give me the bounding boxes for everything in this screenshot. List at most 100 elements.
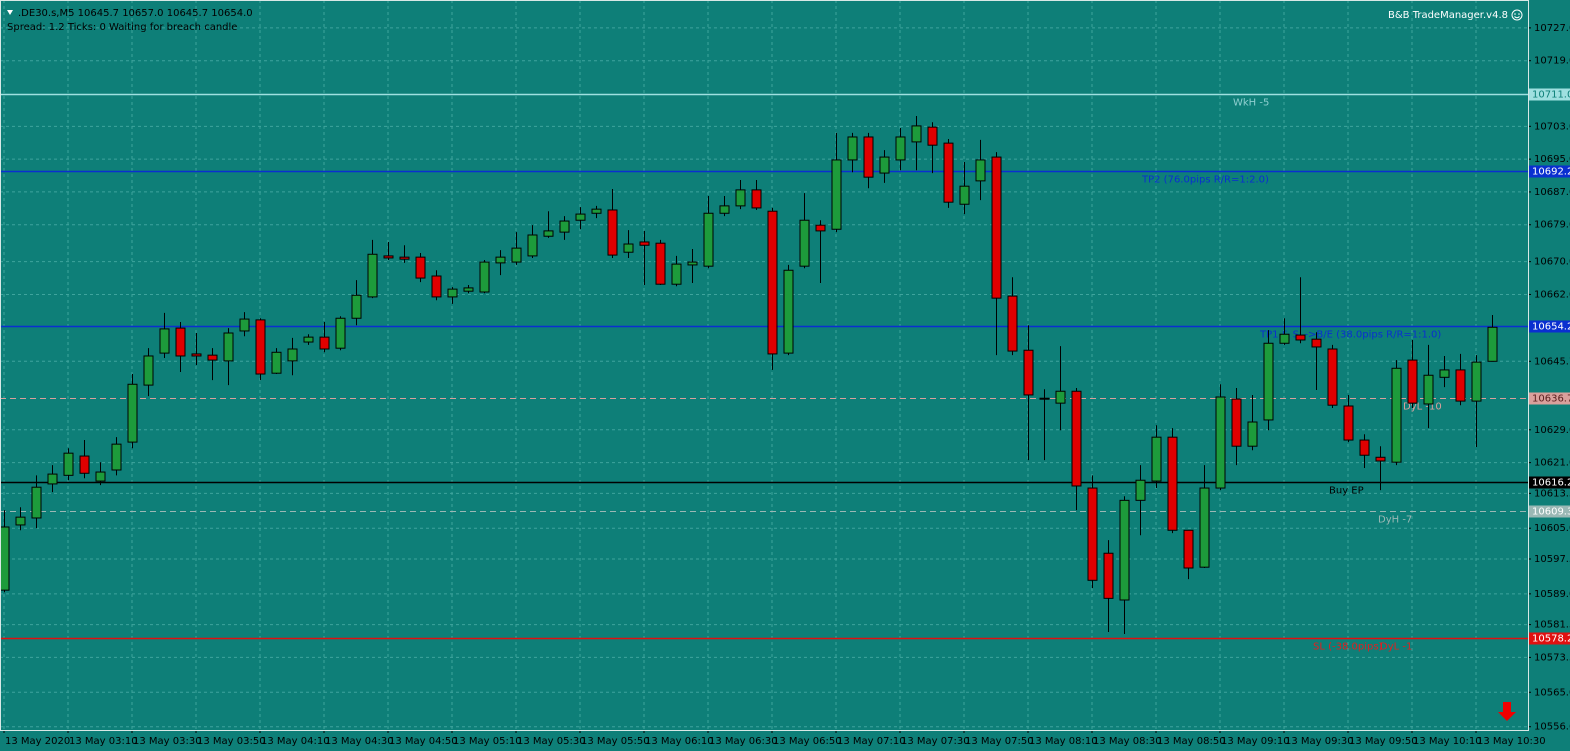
- grid: [0, 0, 1528, 730]
- candle-body: [943, 142, 954, 203]
- price-tag: [1529, 320, 1570, 333]
- candle-body: [1279, 333, 1290, 344]
- candle-body: [1231, 398, 1242, 447]
- candle-body: [495, 256, 506, 264]
- candle-body: [239, 318, 250, 332]
- x-tick-label: 13 May 06:50: [773, 736, 842, 747]
- x-tick-label: 13 May 06:30: [709, 736, 778, 747]
- x-tick-label: 13 May 07:10: [837, 736, 906, 747]
- candle-body: [767, 210, 778, 355]
- price-tag: [1529, 165, 1570, 178]
- candle-body: [1439, 369, 1450, 378]
- candle-body: [575, 213, 586, 221]
- indicator-name: B&B TradeManager.v4.8: [1388, 10, 1508, 21]
- candle-body: [383, 255, 394, 259]
- dropdown-arrow[interactable]: [7, 10, 13, 15]
- y-tick-label: 10621.0: [1534, 458, 1570, 469]
- x-tick-label: 13 May 10:10: [1413, 736, 1482, 747]
- candle-body: [991, 156, 1002, 299]
- y-tick-label: 10679.0: [1534, 220, 1570, 231]
- candle-body: [1151, 436, 1162, 482]
- x-tick-label: 13 May 09:30: [1285, 736, 1354, 747]
- x-tick-label: 13 May 08:30: [1093, 736, 1162, 747]
- candle-body: [1487, 326, 1498, 362]
- candle-body: [1215, 396, 1226, 489]
- candle-body: [1135, 479, 1146, 501]
- candle-body: [223, 332, 234, 362]
- x-tick-label: 13 May 06:10: [645, 736, 714, 747]
- candle-body: [159, 328, 170, 354]
- candle-body: [975, 159, 986, 182]
- candle-body: [15, 516, 26, 526]
- candle-body: [751, 189, 762, 209]
- x-tick-label: 13 May 08:50: [1157, 736, 1226, 747]
- candle-body: [1055, 390, 1066, 404]
- candle-body: [799, 219, 810, 267]
- candle-body: [127, 383, 138, 443]
- candle-body: [959, 185, 970, 205]
- candle-body: [623, 243, 634, 253]
- x-tick-label: 13 May 09:10: [1221, 736, 1290, 747]
- candle-body: [399, 256, 410, 260]
- candle-body: [1247, 421, 1258, 447]
- candle-body: [287, 348, 298, 362]
- candle-body: [607, 209, 618, 256]
- y-tick-label: 10670.0: [1534, 257, 1570, 268]
- price-tag: [1529, 476, 1570, 489]
- candle-body: [0, 526, 10, 591]
- y-tick-label: 10695.0: [1534, 154, 1570, 165]
- candle-body: [1263, 342, 1274, 421]
- x-tick-label: 13 May 2020: [5, 736, 70, 747]
- candle-body: [927, 126, 938, 146]
- y-tick-label: 10605.0: [1534, 523, 1570, 534]
- x-tick-label: 13 May 08:10: [1029, 736, 1098, 747]
- candle-body: [591, 208, 602, 214]
- price-tag: [1529, 392, 1570, 405]
- x-tick-label: 13 May 10:30: [1477, 736, 1546, 747]
- candle-body: [143, 355, 154, 386]
- level-label: TP1 & SL->B/E (38.0pips R/R=1:1.0): [1259, 330, 1441, 341]
- candle-body: [895, 136, 906, 161]
- level-label: SL (-38.0pips): [1313, 642, 1383, 653]
- level-label: DyL -10: [1403, 402, 1442, 413]
- candle-body: [511, 247, 522, 263]
- y-tick-label: 10581.5: [1534, 620, 1570, 631]
- plot-border: [0, 0, 1529, 731]
- candle-body: [783, 269, 794, 354]
- candle-body: [831, 159, 842, 230]
- price-tag-label: 10636.7: [1532, 394, 1570, 405]
- candle-body: [31, 486, 42, 519]
- candle-body: [1103, 552, 1114, 599]
- candle-body: [111, 443, 122, 471]
- price-tag-label: 10711.0: [1532, 90, 1570, 101]
- price-tag-label: 10616.2: [1532, 478, 1570, 489]
- candle-body: [687, 261, 698, 266]
- price-tag: [1529, 88, 1570, 101]
- y-tick-label: 10556.6: [1534, 722, 1570, 733]
- candle-body: [735, 189, 746, 207]
- candle-body: [1071, 390, 1082, 487]
- candle-body: [1471, 361, 1482, 402]
- candle-body: [1199, 487, 1210, 568]
- candle-body: [879, 156, 890, 174]
- candle-body: [271, 351, 282, 374]
- level-label: DyL -1: [1380, 642, 1412, 653]
- candle-body: [1167, 436, 1178, 531]
- candle-body: [719, 205, 730, 214]
- level-label: DyH -7: [1378, 515, 1412, 526]
- level-label: TP2 (76.0pips R/R=1:2.0): [1141, 175, 1269, 186]
- candle-body: [1359, 439, 1370, 456]
- candle-body: [1343, 405, 1354, 441]
- candle-body: [1423, 374, 1434, 405]
- candle-body: [1391, 367, 1402, 463]
- candle-body: [479, 261, 490, 293]
- candle-body: [1023, 349, 1034, 396]
- x-tick-label: 13 May 04:30: [325, 736, 394, 747]
- candle-body: [415, 256, 426, 279]
- price-tag-label: 10578.2: [1532, 634, 1570, 645]
- candle-body: [47, 473, 58, 485]
- candle-body: [1039, 397, 1050, 400]
